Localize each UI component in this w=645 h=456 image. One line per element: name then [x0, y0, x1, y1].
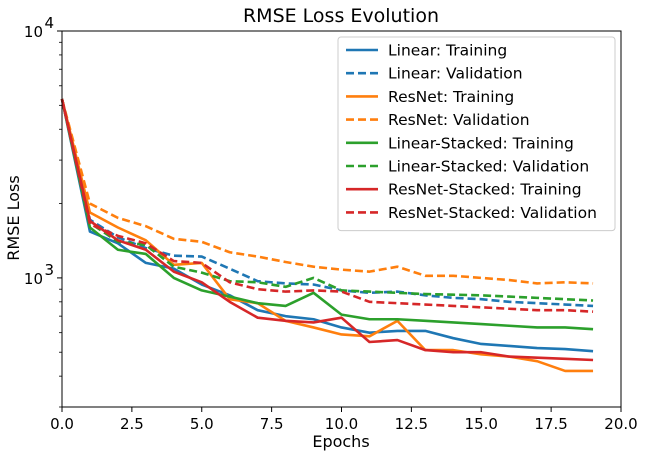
x-tick-label: 7.5: [260, 415, 284, 433]
series-line-1: [60, 98, 594, 353]
x-tick-label: 5.0: [190, 415, 214, 433]
y-axis-label: RMSE Loss: [4, 175, 23, 260]
series-lines: [60, 98, 594, 373]
plot-frame: [61, 30, 622, 408]
x-tick-label: 10.0: [325, 415, 358, 433]
chart-title: RMSE Loss Evolution: [243, 5, 439, 27]
series-line-2: [60, 98, 594, 308]
y-tick-exponent: 4: [44, 14, 54, 32]
x-tick-label: 2.5: [120, 415, 144, 433]
x-tick-label: 0.0: [50, 415, 74, 433]
series-line-5: [60, 98, 594, 331]
y-tick-exponent: 3: [44, 261, 54, 279]
series-line-8: [60, 98, 594, 313]
series-line-4: [60, 98, 594, 285]
legend-label: Linear: Validation: [388, 65, 523, 83]
legend-label: ResNet-Stacked: Training: [388, 181, 582, 199]
series-line-7: [60, 98, 594, 362]
legend-label: ResNet-Stacked: Validation: [388, 204, 597, 222]
series-line-6: [60, 98, 594, 302]
legend-label: Linear-Stacked: Validation: [388, 158, 589, 176]
y-tick-label: 10: [24, 23, 43, 41]
legend-label: Linear-Stacked: Training: [388, 134, 574, 152]
legend-label: Linear: Training: [388, 42, 507, 60]
legend: Linear: Training Linear: Validation ResNet…: [337, 36, 616, 232]
x-tick-label: 17.5: [534, 415, 567, 433]
x-tick-label: 15.0: [465, 415, 498, 433]
x-tick-label: 12.5: [395, 415, 428, 433]
legend-box: [337, 36, 616, 232]
legend-label: ResNet: Training: [388, 88, 514, 106]
x-tick-label: 20.0: [604, 415, 637, 433]
legend-label: ResNet: Validation: [388, 111, 530, 129]
y-tick-label: 10: [24, 270, 43, 288]
x-axis-label: Epochs: [312, 432, 369, 451]
